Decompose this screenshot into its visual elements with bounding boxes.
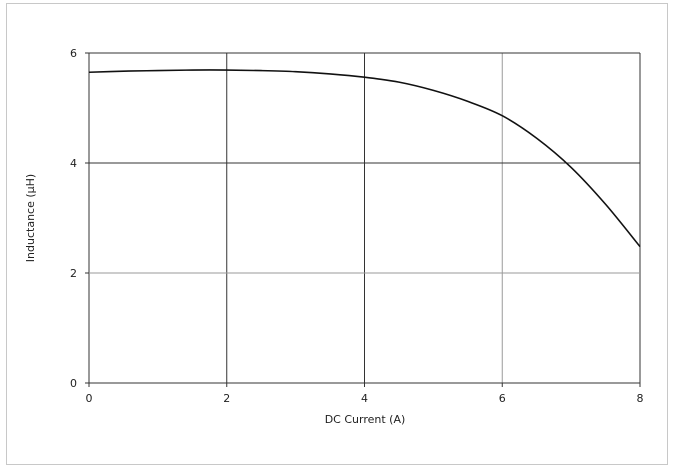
y-tick-label: 6 [70,47,77,60]
x-tick-label: 8 [637,392,644,405]
x-tick-label: 4 [361,392,368,405]
series-line [88,69,641,248]
y-tick-labels: 0 2 4 6 [70,47,77,390]
x-tick-labels: 0 2 4 6 8 [86,392,644,405]
x-axis-label: DC Current (A) [325,413,406,426]
y-axis-label: Inductance (μH) [24,174,37,262]
y-tick-label: 2 [70,267,77,280]
y-tick-label: 0 [70,377,77,390]
y-tick-label: 4 [70,157,77,170]
grid [85,52,641,387]
chart-frame [6,3,668,465]
x-tick-label: 0 [86,392,93,405]
x-tick-label: 2 [223,392,230,405]
x-tick-label: 6 [499,392,506,405]
